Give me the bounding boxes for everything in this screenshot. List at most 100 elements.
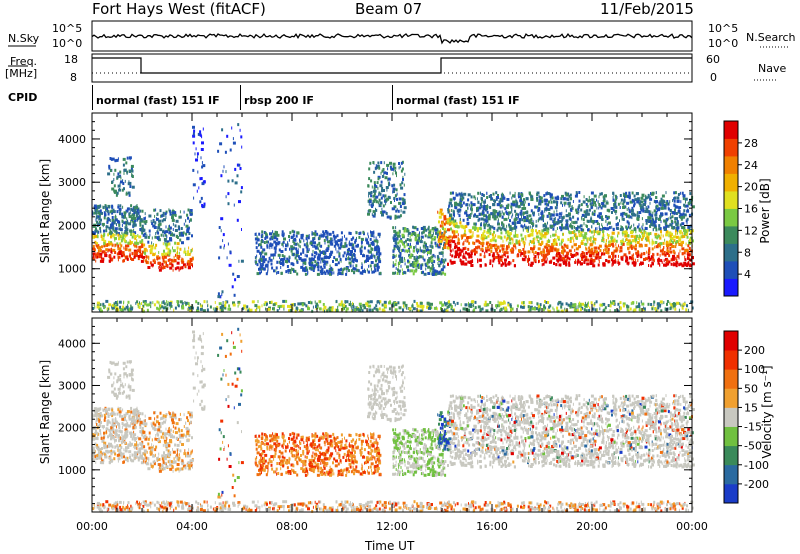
power-echo xyxy=(590,206,593,210)
power-echo xyxy=(187,216,189,220)
power-echo xyxy=(402,301,406,305)
power-echo xyxy=(96,244,98,248)
power-echo xyxy=(100,235,103,238)
power-echo xyxy=(115,231,118,235)
power-echo xyxy=(377,177,380,181)
power-echo xyxy=(609,240,612,244)
power-echo xyxy=(174,224,177,228)
power-echo xyxy=(304,266,306,270)
power-echo xyxy=(548,260,552,264)
power-echo xyxy=(176,234,179,238)
power-echo xyxy=(308,266,312,270)
power-echo xyxy=(376,268,379,272)
power-echo xyxy=(401,197,404,201)
power-echo xyxy=(314,241,316,245)
power-echo xyxy=(423,272,427,276)
power-echo xyxy=(302,248,305,252)
power-echo xyxy=(515,212,518,216)
power-echo xyxy=(273,240,277,244)
power-echo xyxy=(435,231,438,235)
power-echo xyxy=(326,247,330,251)
power-echo xyxy=(397,215,401,219)
power-echo xyxy=(484,263,487,267)
power-echo xyxy=(531,230,534,234)
power-echo xyxy=(395,254,397,258)
power-echo xyxy=(581,306,584,310)
power-echo xyxy=(499,255,503,259)
power-echo xyxy=(577,211,579,215)
power-echo xyxy=(468,235,472,239)
power-echo xyxy=(459,221,462,225)
power-echo xyxy=(117,205,120,209)
power-echo xyxy=(441,234,443,238)
power-echo xyxy=(472,231,474,235)
power-echo xyxy=(113,178,115,181)
power-echo xyxy=(285,243,287,247)
power-echo xyxy=(150,219,152,223)
power-echo xyxy=(497,246,500,250)
power-echo xyxy=(470,195,473,199)
power-echo xyxy=(592,235,594,239)
power-echo xyxy=(157,227,159,231)
power-echo xyxy=(477,218,480,222)
power-echo xyxy=(201,204,204,207)
power-echo xyxy=(122,233,126,237)
power-echo xyxy=(393,205,397,209)
power-echo xyxy=(174,306,177,310)
power-echo xyxy=(675,261,679,265)
power-echo xyxy=(117,204,119,207)
power-echo xyxy=(267,270,269,274)
power-echo xyxy=(575,191,578,195)
power-echo xyxy=(121,231,123,235)
power-echo xyxy=(592,307,595,311)
power-echo xyxy=(651,241,655,245)
power-echo xyxy=(542,248,544,252)
power-echo xyxy=(404,259,406,262)
power-echo xyxy=(557,237,560,241)
power-echo xyxy=(377,256,380,260)
power-echo xyxy=(449,259,452,263)
power-echo xyxy=(112,235,114,239)
power-echo xyxy=(439,242,442,246)
power-echo xyxy=(152,220,155,224)
power-echo xyxy=(522,301,524,305)
power-echo xyxy=(675,212,678,215)
power-echo xyxy=(403,206,407,210)
power-echo xyxy=(169,266,173,270)
power-echo xyxy=(565,214,569,218)
power-echo xyxy=(186,253,190,256)
power-echo xyxy=(367,184,370,188)
power-echo xyxy=(119,212,121,216)
power-echo xyxy=(474,252,476,256)
power-echo xyxy=(137,257,140,261)
power-echo xyxy=(496,203,500,207)
nsearch-label: N.Search xyxy=(746,31,796,44)
power-echo xyxy=(361,309,364,313)
power-echo xyxy=(113,189,116,193)
power-echo xyxy=(444,265,446,269)
power-echo xyxy=(306,254,308,258)
power-echo xyxy=(199,130,202,134)
power-echo xyxy=(583,234,587,238)
power-echo xyxy=(599,249,602,253)
power-echo xyxy=(488,227,491,231)
power-echo xyxy=(626,214,630,218)
power-echo xyxy=(445,235,448,239)
power-echo xyxy=(689,238,691,242)
power-echo xyxy=(644,227,648,230)
power-echo xyxy=(542,214,545,218)
power-echo xyxy=(612,260,614,264)
power-echo xyxy=(643,229,646,233)
power-echo xyxy=(305,268,308,271)
power-echo xyxy=(197,132,201,136)
power-echo xyxy=(371,185,373,189)
power-echo xyxy=(156,300,159,304)
power-echo xyxy=(198,186,200,190)
power-echo xyxy=(676,199,680,203)
power-echo xyxy=(108,205,111,209)
power-echo xyxy=(327,244,330,248)
power-echo xyxy=(150,263,154,267)
power-echo xyxy=(598,212,601,216)
power-echo xyxy=(552,227,555,231)
power-echo xyxy=(493,230,495,234)
